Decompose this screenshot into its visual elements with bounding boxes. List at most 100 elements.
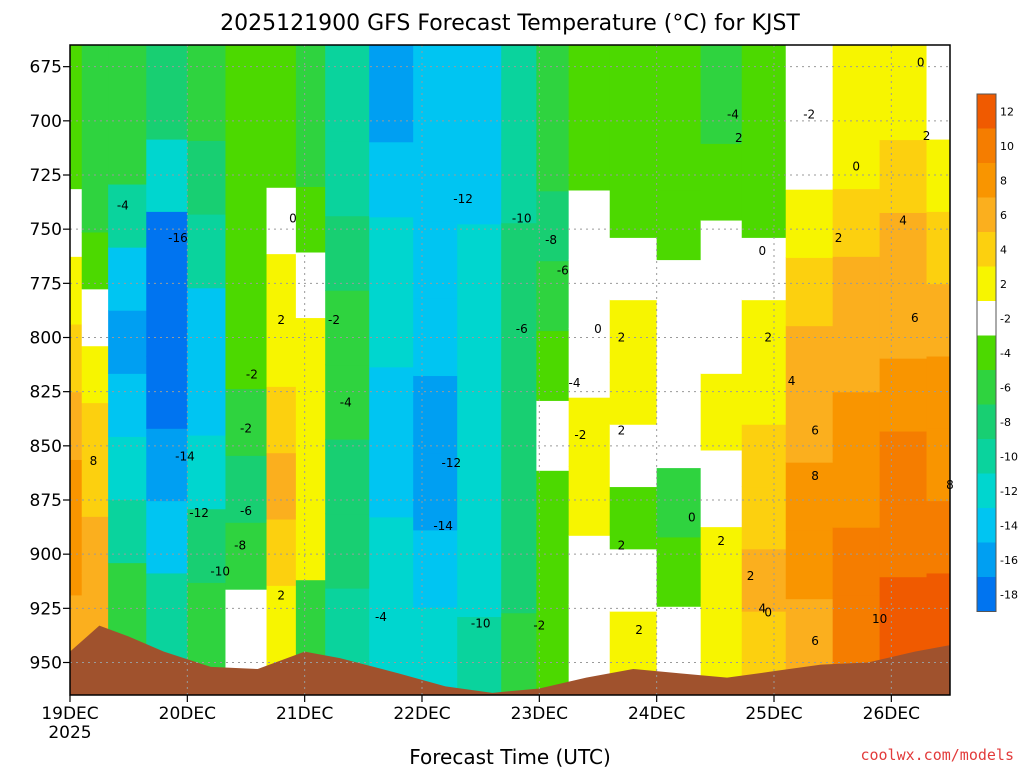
colorbar-label: -16 [1000, 554, 1018, 567]
temperature-cell [926, 138, 950, 212]
axis-layer: 19DEC 20DEC 21DEC 22DEC 23DEC 24DEC 25DEC 26DEC… [30, 58, 920, 724]
temperature-cell [609, 486, 658, 550]
colorbar-label: -18 [1000, 588, 1018, 601]
colorbar-label: -8 [1000, 416, 1011, 429]
temperature-cell [741, 45, 787, 238]
temperature-cell [457, 537, 502, 618]
temperature-cell [656, 328, 702, 399]
temperature-cell [369, 291, 414, 368]
contour-label: 6 [911, 311, 919, 325]
temperature-cell [295, 251, 326, 319]
colorbar-swatch [977, 439, 996, 474]
contour-label: -14 [433, 519, 453, 533]
temperature-cell [108, 373, 147, 437]
colorbar-label: -14 [1000, 519, 1018, 532]
contour-label: -4 [569, 376, 581, 390]
contour-label: 2 [923, 129, 931, 143]
temperature-cell [187, 435, 227, 510]
colorbar-swatch [977, 197, 996, 232]
temperature-cell [187, 214, 227, 289]
temperature-cell [413, 375, 458, 454]
temperature-cell [457, 45, 502, 146]
colorbar-swatch [977, 163, 996, 198]
temperature-cell [700, 526, 743, 604]
temperature-cell [295, 448, 326, 515]
x-tick-label: 21DEC [276, 704, 333, 724]
temperature-cell [832, 527, 881, 596]
temperature-column [609, 45, 658, 695]
temperature-cell [536, 540, 570, 611]
contour-label: 2 [717, 534, 725, 548]
temperature-column [568, 45, 611, 695]
temperature-column [81, 45, 109, 695]
contour-label: 2 [747, 569, 755, 583]
contour-label: 2 [277, 588, 285, 602]
contour-label: 4 [758, 601, 766, 615]
temperature-cell [457, 145, 502, 225]
contour-label: -10 [471, 617, 491, 631]
temperature-cell [225, 522, 268, 590]
temperature-cell [108, 45, 147, 185]
temperature-column [926, 45, 950, 695]
contour-label: 8 [90, 454, 98, 468]
temperature-cell [187, 287, 227, 362]
temperature-cell [70, 188, 83, 257]
temperature-cell [785, 530, 834, 600]
temperature-cell [295, 186, 326, 253]
temperature-column [832, 45, 881, 695]
contour-label: 0 [852, 159, 860, 173]
temperature-cell [81, 345, 109, 404]
temperature-cell [700, 449, 743, 528]
temperature-cell [501, 534, 537, 614]
temperature-cell [741, 237, 787, 301]
contour-label: 10 [872, 612, 887, 626]
colorbar-label: -10 [1000, 450, 1018, 463]
contour-label: -8 [545, 233, 557, 247]
contour-label: 2 [764, 331, 772, 345]
temperature-cell [656, 190, 702, 261]
temperature-cell [369, 216, 414, 293]
contour-label: 4 [788, 374, 796, 388]
temperature-cell [926, 428, 950, 502]
colorbar-label: -6 [1000, 381, 1011, 394]
temperature-cell [146, 211, 188, 285]
temperature-cell [70, 459, 83, 528]
temperature-cell [70, 527, 83, 596]
temperature-cell [536, 400, 570, 471]
temperature-cell [568, 397, 611, 467]
temperature-cell [187, 508, 227, 583]
temperature-cell [266, 253, 297, 321]
temperature-cell [413, 45, 458, 145]
contour-label: 0 [594, 322, 602, 336]
temperature-cell [879, 503, 928, 578]
temperature-cell [295, 383, 326, 450]
temperature-cell [266, 45, 297, 188]
temperature-cell [225, 455, 268, 523]
temperature-cell [536, 330, 570, 401]
temperature-cell [785, 393, 834, 463]
temperature-cell [457, 302, 502, 382]
temperature-cell [501, 222, 537, 302]
temperature-column [879, 45, 928, 695]
contour-label: 4 [899, 214, 907, 228]
temperature-cell [369, 141, 414, 218]
colorbar-swatch [977, 404, 996, 439]
colorbar-label: -4 [1000, 347, 1011, 360]
temperature-column [187, 45, 227, 695]
temperature-cell [832, 188, 881, 257]
temperature-cell [81, 402, 109, 460]
temperature-cell [700, 373, 743, 451]
contour-label: -12 [453, 192, 473, 206]
temperature-cell [81, 288, 109, 347]
y-tick-label: 925 [30, 599, 62, 619]
colorbar-label: -2 [1000, 312, 1011, 325]
temperature-cell [413, 298, 458, 377]
temperature-cell [225, 254, 268, 323]
contour-label: -2 [533, 619, 545, 633]
temperature-cell [656, 259, 702, 330]
temperature-cell [832, 45, 881, 190]
y-tick-label: 875 [30, 491, 62, 511]
chart-title: 2025121900 GFS Forecast Temperature (°C)… [220, 11, 800, 36]
temperature-cell [457, 616, 502, 695]
